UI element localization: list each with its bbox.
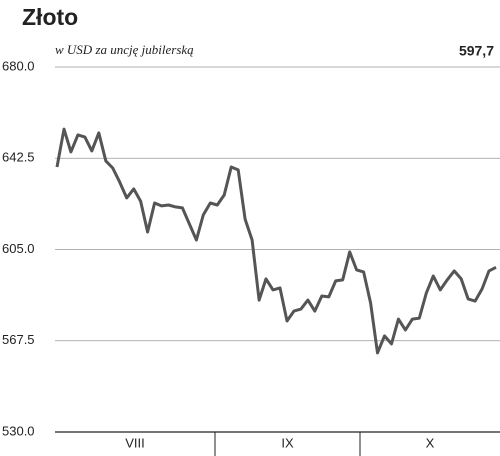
y-tick-label: 680.0 xyxy=(2,58,35,73)
x-tick-label: VIII xyxy=(125,435,145,450)
y-tick-label: 605.0 xyxy=(2,241,35,256)
price-line xyxy=(55,127,497,355)
last-value-label: 597,7 xyxy=(459,43,494,59)
x-tick-label: IX xyxy=(281,435,294,450)
y-tick-label: 567.5 xyxy=(2,332,35,347)
chart-title: Złoto xyxy=(22,4,78,30)
y-tick-label: 530.0 xyxy=(2,423,35,438)
x-tick-label: X xyxy=(426,435,435,450)
y-tick-label: 642.5 xyxy=(2,150,35,165)
chart-subtitle: w USD za uncję jubilerską xyxy=(55,42,194,57)
